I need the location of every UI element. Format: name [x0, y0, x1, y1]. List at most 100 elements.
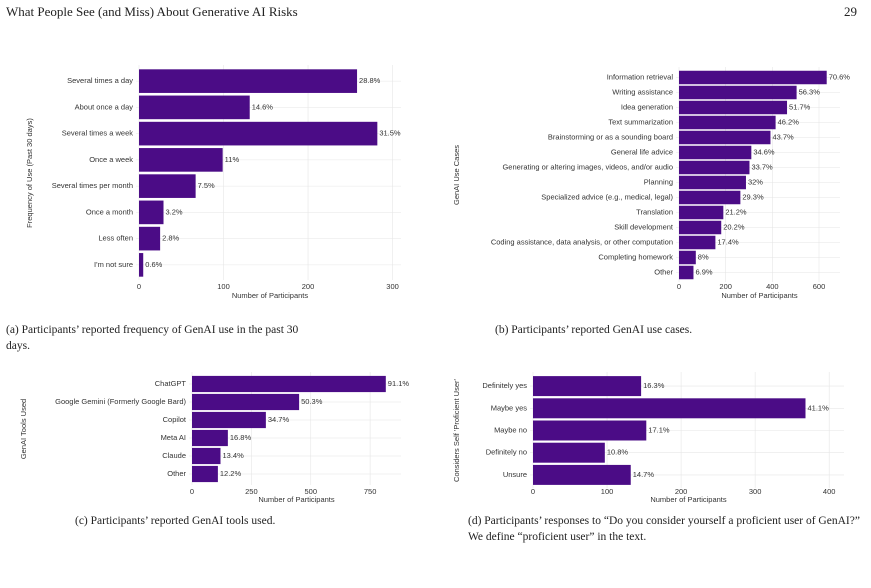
caption: (c) Participants’ reported GenAI tools u… — [75, 515, 276, 527]
y-tick-label: Idea generation — [621, 102, 673, 111]
y-tick-label: Generating or altering images, videos, a… — [502, 162, 673, 171]
x-tick-label: 0 — [190, 487, 194, 496]
bar — [192, 447, 221, 465]
bar — [679, 205, 724, 220]
data-label: 91.1% — [388, 379, 410, 388]
y-tick-label: Planning — [644, 177, 673, 186]
data-label: 56.3% — [799, 87, 821, 96]
data-label: 21.2% — [725, 207, 747, 216]
data-label: 41.1% — [807, 403, 829, 412]
bar — [679, 175, 746, 190]
bar — [679, 100, 788, 115]
bar — [192, 411, 266, 429]
y-tick-label: Several times a week — [62, 129, 134, 138]
bar — [679, 115, 776, 130]
y-tick-label: Less often — [98, 234, 133, 243]
bar — [679, 235, 716, 250]
data-label: 14.6% — [252, 102, 274, 111]
caption: (b) Participants’ reported GenAI use cas… — [495, 324, 693, 336]
data-label: 11% — [225, 155, 240, 164]
x-tick-label: 300 — [749, 487, 762, 496]
y-tick-label: Maybe yes — [491, 403, 528, 412]
x-axis-label: Number of Participants — [232, 291, 309, 300]
y-tick-label: Skill development — [614, 222, 674, 231]
y-tick-label: Writing assistance — [612, 87, 673, 96]
running-title: What People See (and Miss) About Generat… — [6, 4, 298, 19]
bar — [139, 253, 144, 277]
y-axis-label: Frequency of Use (Past 30 days) — [25, 118, 34, 228]
data-label: 31.5% — [379, 129, 401, 138]
x-tick-label: 400 — [766, 282, 779, 291]
bar — [679, 190, 741, 205]
y-tick-label: Meta AI — [161, 433, 186, 442]
y-tick-label: Text summarization — [608, 117, 673, 126]
bar — [679, 130, 771, 145]
data-label: 70.6% — [829, 72, 851, 81]
bar — [679, 265, 694, 280]
y-tick-label: Other — [167, 469, 186, 478]
data-label: 12.2% — [220, 469, 242, 478]
x-tick-label: 400 — [823, 487, 836, 496]
x-axis-label: Number of Participants — [258, 495, 335, 504]
caption: (d) Participants’ responses to “Do you c… — [468, 515, 860, 543]
y-tick-label: Claude — [162, 451, 186, 460]
data-label: 10.8% — [607, 448, 629, 457]
data-label: 17.1% — [648, 425, 670, 434]
caption: (a) Participants’ reported frequency of … — [6, 324, 299, 352]
x-tick-label: 250 — [245, 487, 258, 496]
data-label: 28.8% — [359, 76, 381, 85]
y-axis-label: Considers Self 'Proficient User' — [452, 378, 461, 481]
bar — [192, 375, 386, 393]
data-label: 0.6% — [145, 260, 162, 269]
bar — [139, 226, 161, 251]
y-tick-label: Specialized advice (e.g., medical, legal… — [541, 192, 673, 201]
data-label: 50.3% — [301, 397, 323, 406]
bar — [192, 429, 228, 447]
bar — [533, 376, 642, 397]
x-tick-label: 200 — [675, 487, 688, 496]
data-label: 8% — [698, 252, 709, 261]
bar — [533, 464, 631, 485]
x-axis-label: Number of Participants — [650, 495, 727, 504]
x-tick-label: 500 — [304, 487, 317, 496]
y-tick-label: About once a day — [75, 102, 134, 111]
data-label: 13.4% — [223, 451, 245, 460]
x-tick-label: 0 — [531, 487, 535, 496]
data-label: 34.7% — [268, 415, 290, 424]
x-tick-label: 300 — [386, 282, 399, 291]
x-axis-label: Number of Participants — [721, 291, 798, 300]
y-tick-label: Once a month — [86, 207, 133, 216]
y-axis-label: GenAI Tools Used — [19, 399, 28, 459]
y-tick-label: Maybe no — [494, 425, 527, 434]
bar — [139, 148, 223, 172]
bar — [679, 220, 722, 235]
data-label: 16.3% — [643, 381, 665, 390]
x-tick-label: 0 — [137, 282, 141, 291]
bar — [533, 442, 605, 463]
y-tick-label: I'm not sure — [94, 260, 133, 269]
y-tick-label: Once a week — [89, 155, 133, 164]
bar — [679, 250, 696, 265]
bar — [139, 174, 196, 198]
bar — [139, 121, 378, 146]
data-label: 2.8% — [162, 234, 179, 243]
data-label: 7.5% — [198, 181, 215, 190]
y-tick-label: Other — [654, 267, 673, 276]
bar — [139, 95, 250, 120]
data-label: 51.7% — [789, 102, 811, 111]
x-tick-label: 100 — [217, 282, 230, 291]
page-number: 29 — [844, 4, 857, 19]
x-tick-label: 600 — [813, 282, 826, 291]
y-tick-label: Several times a day — [67, 76, 133, 85]
data-label: 46.2% — [778, 117, 800, 126]
y-tick-label: Copilot — [163, 415, 187, 424]
x-tick-label: 100 — [601, 487, 614, 496]
bar — [192, 393, 300, 411]
bar — [679, 85, 797, 100]
data-label: 33.7% — [751, 162, 773, 171]
x-tick-label: 750 — [364, 487, 377, 496]
y-tick-label: Google Gemini (Formerly Google Bard) — [55, 397, 186, 406]
y-tick-label: ChatGPT — [155, 379, 187, 388]
y-tick-label: Translation — [636, 207, 673, 216]
